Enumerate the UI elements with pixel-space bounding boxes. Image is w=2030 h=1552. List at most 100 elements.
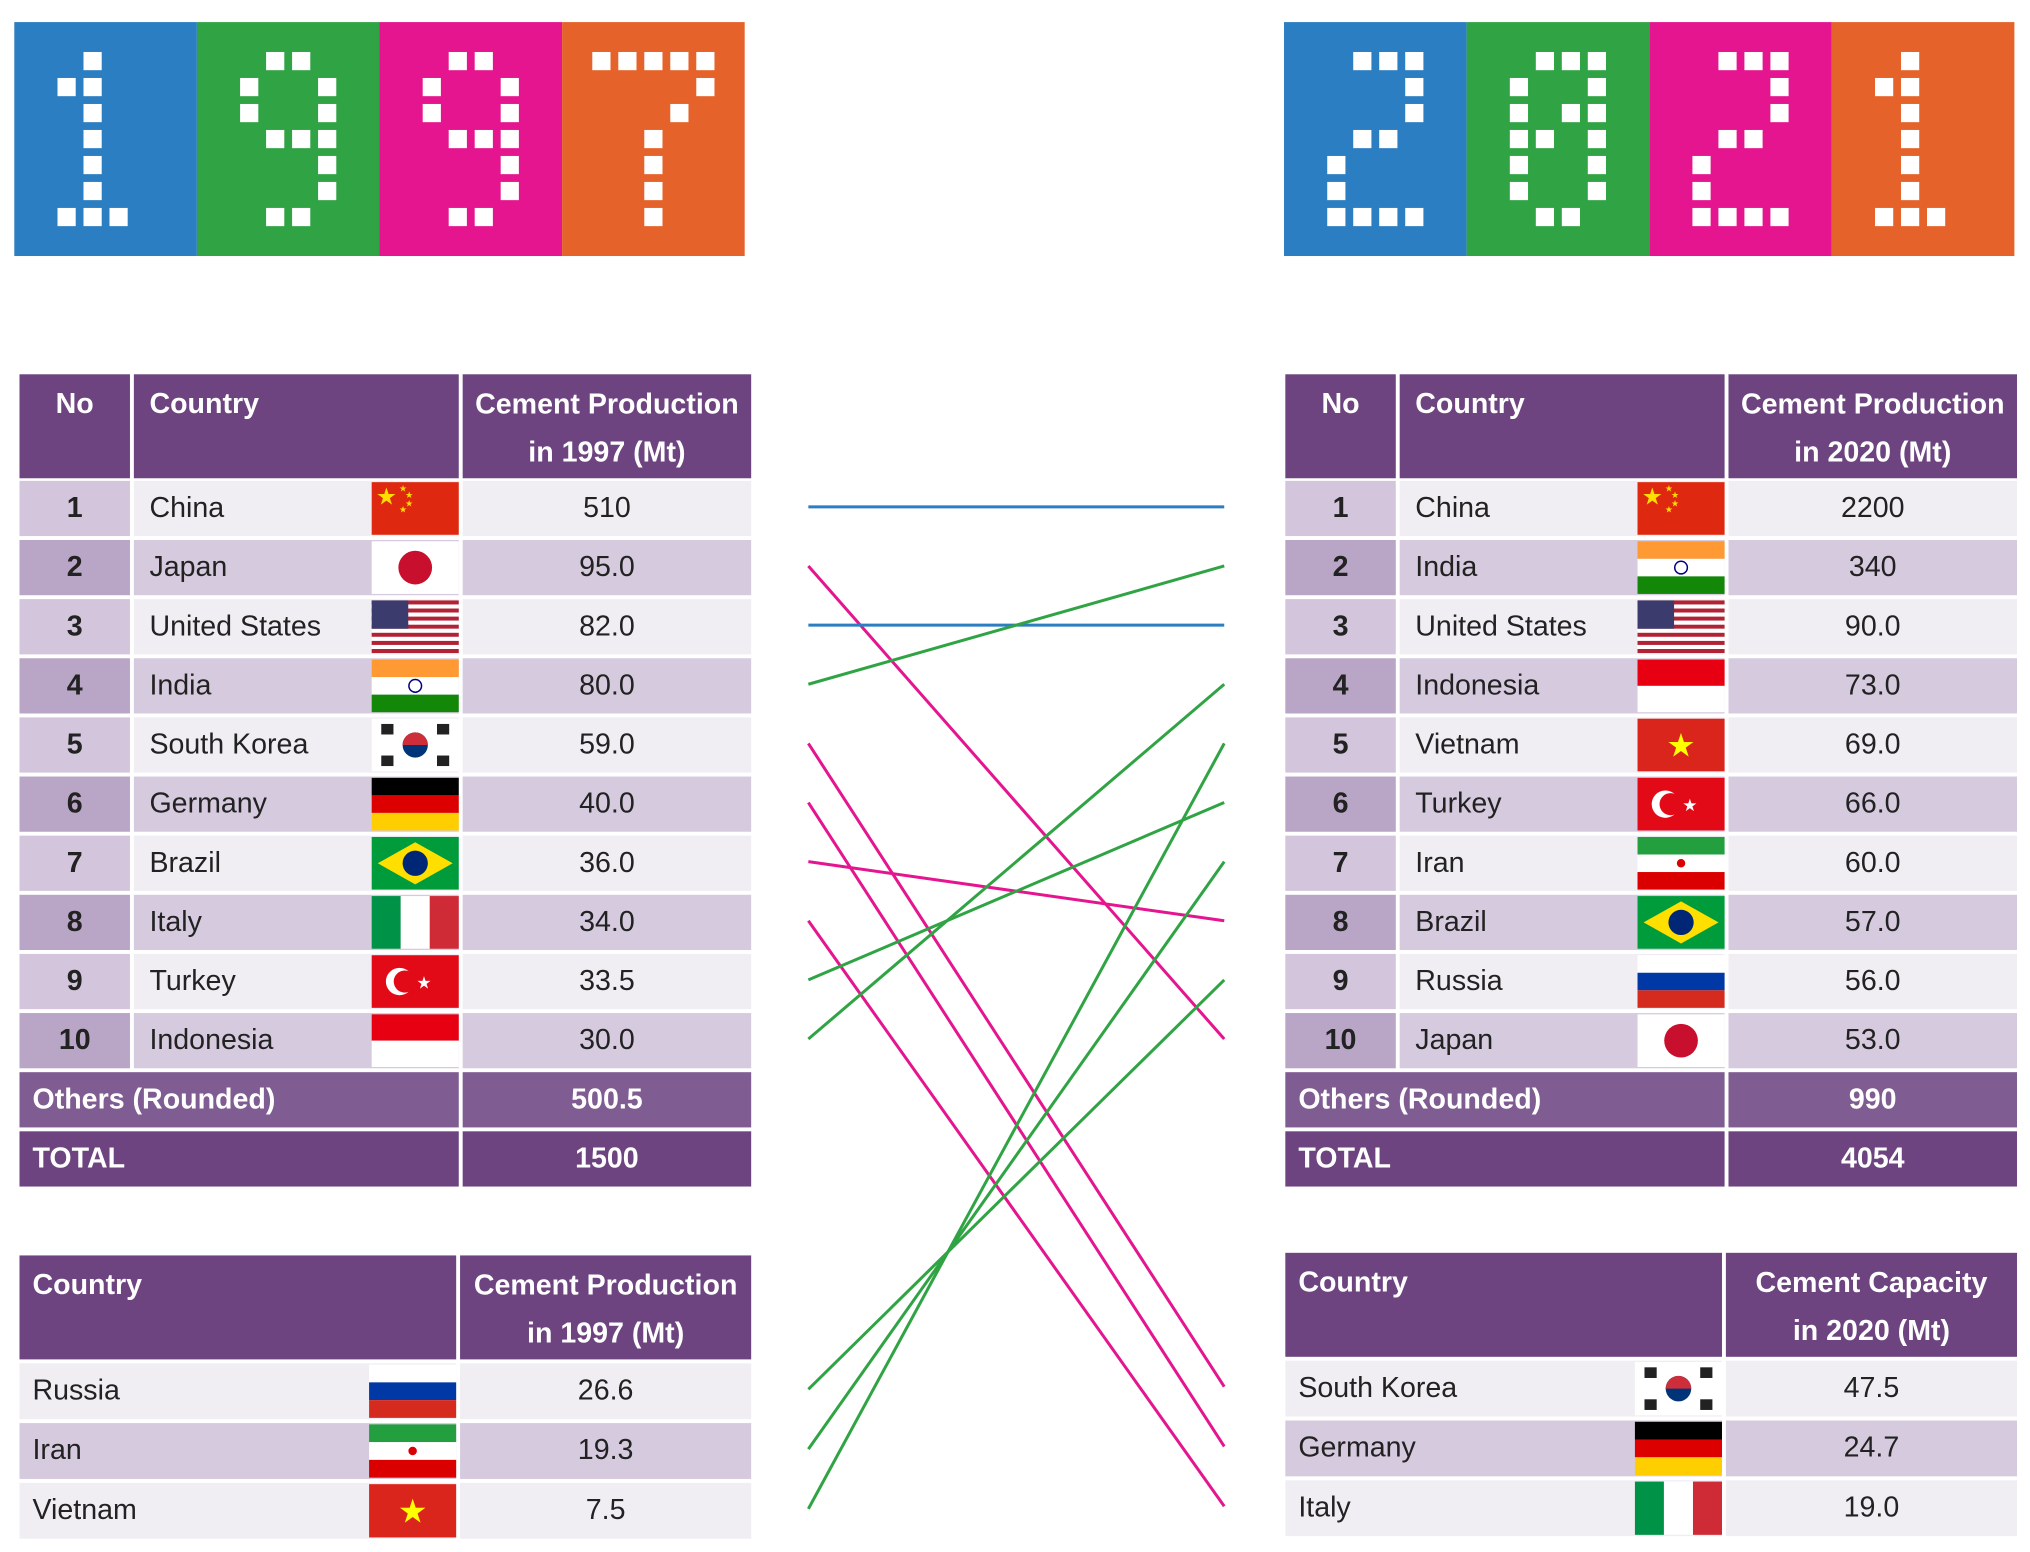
table-row: Germany 24.7	[1285, 1420, 2018, 1477]
header-country: Country	[1415, 388, 1525, 420]
cell-bg	[1728, 894, 2018, 951]
cell-bg	[19, 1072, 459, 1128]
table-row: Russia 26.6	[19, 1363, 752, 1420]
year-tile-left-3: 9	[379, 22, 563, 257]
cell-bg	[462, 776, 752, 832]
digit-pixel	[1509, 155, 1529, 175]
rank-line-japan	[807, 564, 1226, 1041]
digit-pixel	[1509, 129, 1529, 149]
cell-bg	[462, 374, 752, 479]
flag-germany	[371, 777, 459, 831]
extra-2021-table: Country Cement Capacity in 2020 (Mt) South …	[1285, 1252, 2018, 1537]
digit-pixel	[318, 103, 337, 123]
digit-pixel	[1744, 129, 1763, 149]
header-value: Cement Capacity in 2020 (Mt)	[1756, 1267, 1988, 1347]
cell-bg	[1728, 776, 2018, 832]
digit-pixel	[1327, 207, 1346, 227]
production-value: 53.0	[1845, 1024, 1901, 1056]
flag-turkey: ★	[1637, 777, 1725, 831]
year-tile-bg	[14, 22, 197, 257]
flag-vietnam: ★	[369, 1484, 457, 1538]
digit-pixel	[448, 51, 467, 71]
table-row: South Korea 47.5	[1285, 1360, 2018, 1417]
cell-bg	[1285, 1131, 1725, 1187]
cell-bg	[462, 658, 752, 714]
production-value: 24.7	[1844, 1432, 1900, 1464]
cell-bg	[462, 1013, 752, 1069]
year-tile-left-1: 1	[14, 22, 197, 257]
country-name: South Korea	[149, 729, 308, 761]
table-row: Italy 19.0	[1285, 1480, 2018, 1537]
country-name: South Korea	[1298, 1372, 1457, 1404]
digit-pixel	[1692, 207, 1711, 227]
others-label: Others (Rounded)	[32, 1083, 275, 1115]
country-name: Japan	[1415, 1024, 1493, 1056]
cell-bg	[1728, 1072, 2018, 1128]
digit-pixel	[1901, 181, 1920, 201]
production-value: 340	[1849, 551, 1897, 583]
cell-bg	[1728, 953, 2018, 1010]
digit-pixel	[618, 51, 637, 71]
digit-pixel	[1353, 207, 1372, 227]
digit-pixel	[83, 51, 102, 71]
cell-bg	[1285, 599, 1396, 655]
svg-text:★: ★	[1666, 727, 1695, 764]
flag-china: ★ ★★★★	[1637, 482, 1725, 535]
cell-bg	[1728, 717, 2018, 773]
country-name: Indonesia	[149, 1024, 273, 1056]
production-value: 57.0	[1845, 906, 1901, 938]
flag-usa	[1637, 600, 1725, 654]
flag-germany	[1634, 1421, 1722, 1476]
cell-bg	[1728, 599, 2018, 655]
rank-number: 7	[67, 847, 83, 879]
year-tile-bg	[379, 22, 563, 257]
rank-line-india	[807, 564, 1225, 686]
digit-pixel	[1770, 51, 1789, 71]
table-row: Iran 19.3	[19, 1423, 752, 1479]
digit-pixel	[1744, 51, 1763, 71]
digit-pixel	[292, 207, 311, 227]
cell-bg	[1728, 539, 2018, 596]
production-value: 2200	[1841, 492, 1905, 524]
digit-pixel	[240, 77, 259, 97]
flag-south-korea	[1634, 1361, 1722, 1416]
rank-number: 8	[1333, 906, 1349, 938]
production-value: 69.0	[1845, 729, 1901, 761]
production-value: 34.0	[579, 906, 635, 938]
digit-pixel	[266, 129, 285, 149]
production-value: 47.5	[1844, 1372, 1900, 1404]
year-tile-right-4: 1	[1831, 22, 2015, 257]
digit-pixel	[83, 181, 102, 201]
digit-pixel	[1405, 207, 1424, 227]
tables: No Country Cement Production in 1997 (Mt) 1 C…	[19, 374, 2018, 1539]
cell-bg	[1399, 374, 1725, 479]
digit-pixel	[644, 155, 663, 175]
table-row: Vietnam ★ 7.5	[19, 1482, 752, 1539]
digit-pixel	[1692, 181, 1711, 201]
digit-pixel	[83, 77, 102, 97]
digit-pixel	[1587, 77, 1607, 97]
flag-iran	[369, 1424, 457, 1478]
digit-pixel	[696, 51, 715, 71]
digit-pixel	[500, 155, 519, 175]
rank-number: 4	[67, 669, 83, 701]
digit-pixel	[1405, 103, 1424, 123]
cell-bg	[19, 717, 130, 773]
header-value: Cement Production in 1997 (Mt)	[475, 388, 739, 468]
country-name: Germany	[149, 788, 267, 820]
cell-bg	[1725, 1420, 2018, 1477]
cell-bg	[462, 539, 752, 596]
digit-pixel	[1587, 103, 1607, 123]
country-name: Italy	[149, 906, 202, 938]
year-tile-bg	[1649, 22, 1832, 257]
digit-pixel	[1405, 77, 1424, 97]
rank-line-vietnam	[807, 742, 1226, 1510]
digit-pixel	[500, 181, 519, 201]
cell-bg	[1285, 894, 1396, 951]
flag-indonesia	[371, 1014, 459, 1067]
digit-pixel	[1901, 77, 1920, 97]
rank-number: 7	[1333, 847, 1349, 879]
rank-number: 5	[1333, 729, 1349, 761]
cell-bg	[462, 599, 752, 655]
